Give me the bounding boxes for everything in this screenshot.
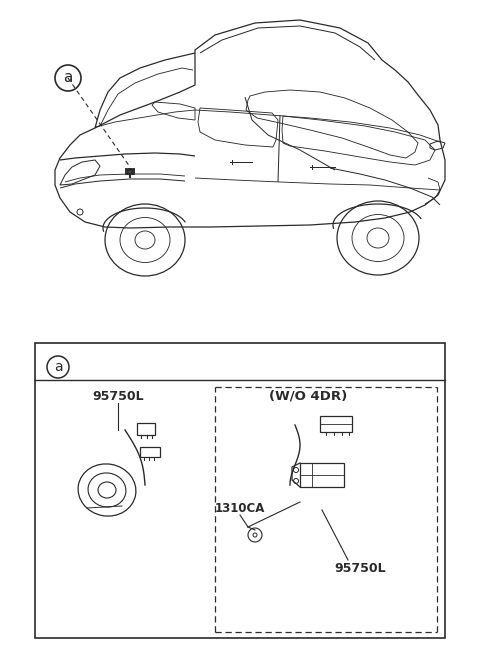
Bar [300,463,344,487]
Text: (W/O 4DR): (W/O 4DR) [269,389,347,402]
Text: a: a [54,360,62,374]
Text: 95750L: 95750L [92,389,144,402]
Text: a: a [63,70,72,86]
Bar [140,447,160,457]
Bar [320,416,352,432]
Bar [137,423,155,435]
Text: 95750L: 95750L [334,562,386,575]
Bar [35,343,445,638]
Text: 1310CA: 1310CA [215,502,265,515]
